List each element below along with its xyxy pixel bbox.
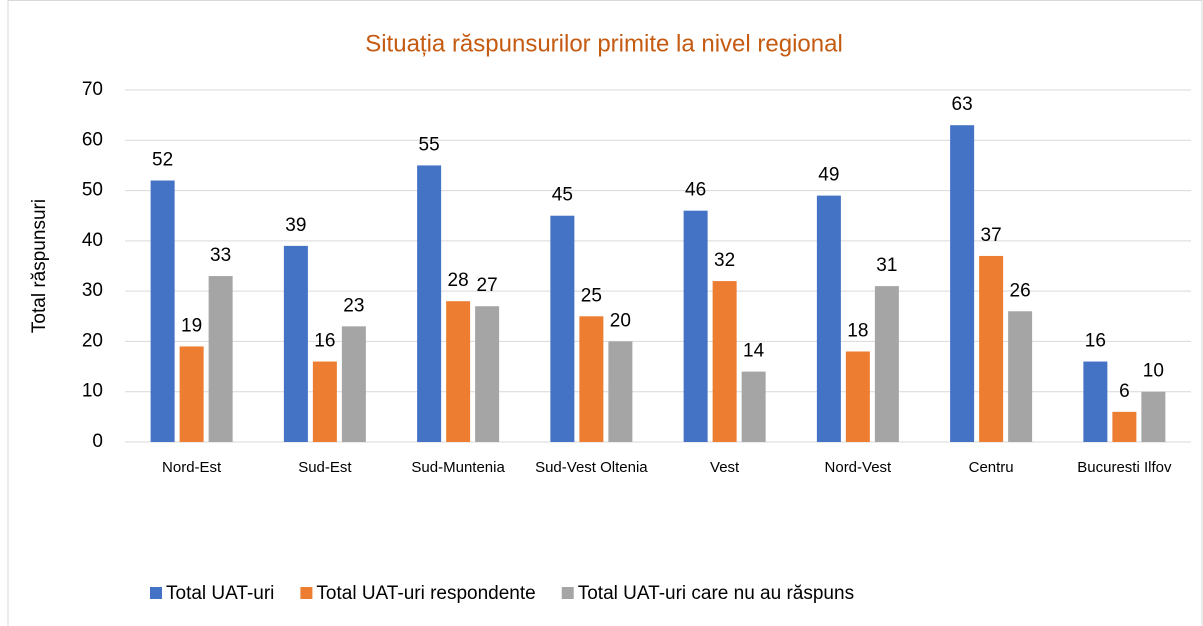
- value-label: 14: [743, 341, 765, 362]
- value-label: 52: [152, 150, 173, 171]
- value-label: 25: [581, 285, 602, 306]
- value-label: 63: [952, 94, 973, 115]
- bar: [1008, 311, 1033, 442]
- y-tick-label: 0: [92, 431, 103, 452]
- value-label: 27: [477, 275, 498, 296]
- value-label: 19: [181, 315, 202, 336]
- value-label: 33: [210, 245, 231, 266]
- bar: [979, 255, 1004, 442]
- bar: [312, 361, 337, 442]
- bar: [1141, 391, 1166, 442]
- x-tick-label: Nord-Est: [162, 459, 222, 476]
- chart-title: Situația răspunsurilor primite la nivel …: [365, 30, 843, 57]
- legend-swatch: [561, 587, 574, 599]
- bar: [741, 371, 766, 442]
- bar: [283, 245, 308, 442]
- bar: [341, 326, 366, 442]
- y-tick-label: 40: [82, 230, 103, 251]
- bar: [475, 306, 500, 442]
- bar: [550, 215, 575, 442]
- y-tick-label: 10: [82, 381, 103, 402]
- bar: [1083, 361, 1108, 442]
- legend-swatch: [150, 587, 162, 599]
- y-tick-label: 70: [82, 79, 103, 100]
- x-tick-label: Centru: [969, 459, 1014, 476]
- value-label: 31: [876, 255, 897, 276]
- value-label: 32: [714, 250, 735, 271]
- value-label: 49: [818, 165, 839, 186]
- bar: [712, 281, 737, 442]
- y-tick-label: 60: [82, 129, 103, 150]
- value-label: 37: [981, 225, 1002, 246]
- x-tick-label: Sud-Vest Oltenia: [535, 459, 648, 476]
- bar: [417, 165, 442, 442]
- value-label: 26: [1010, 280, 1031, 301]
- bar: [179, 346, 204, 442]
- legend-label: Total UAT-uri: [166, 583, 274, 604]
- y-axis-label: Total răspunsuri: [29, 199, 50, 333]
- y-tick-label: 20: [82, 330, 103, 351]
- value-label: 45: [552, 185, 573, 206]
- value-label: 18: [847, 321, 868, 342]
- x-tick-label: Bucuresti Ilfov: [1077, 459, 1172, 476]
- bar: [1112, 411, 1137, 442]
- y-tick-label: 50: [82, 180, 103, 201]
- value-label: 23: [343, 295, 364, 316]
- legend-swatch: [300, 587, 313, 599]
- bar: [150, 180, 175, 442]
- bar: [874, 286, 899, 442]
- value-label: 6: [1119, 381, 1130, 402]
- bar: [683, 210, 708, 442]
- value-label: 16: [1085, 331, 1106, 352]
- value-label: 55: [419, 134, 440, 155]
- x-tick-label: Vest: [710, 459, 740, 476]
- value-label: 39: [285, 215, 306, 236]
- bar: [579, 316, 604, 442]
- value-label: 28: [448, 270, 469, 291]
- value-label: 20: [610, 310, 631, 331]
- legend-label: Total UAT-uri respondente: [316, 583, 535, 604]
- x-tick-label: Sud-Est: [298, 459, 352, 476]
- value-label: 16: [314, 331, 335, 352]
- y-tick-label: 30: [82, 280, 103, 301]
- value-label: 46: [685, 180, 706, 201]
- bar: [950, 125, 975, 442]
- bar: [845, 351, 870, 442]
- x-tick-label: Sud-Muntenia: [411, 459, 505, 476]
- bar: [608, 341, 633, 442]
- value-label: 10: [1143, 361, 1164, 382]
- bar: [446, 301, 471, 442]
- legend-label: Total UAT-uri care nu au răspuns: [578, 583, 854, 604]
- bar: [208, 276, 233, 442]
- x-tick-label: Nord-Vest: [825, 459, 893, 476]
- bar: [816, 195, 841, 442]
